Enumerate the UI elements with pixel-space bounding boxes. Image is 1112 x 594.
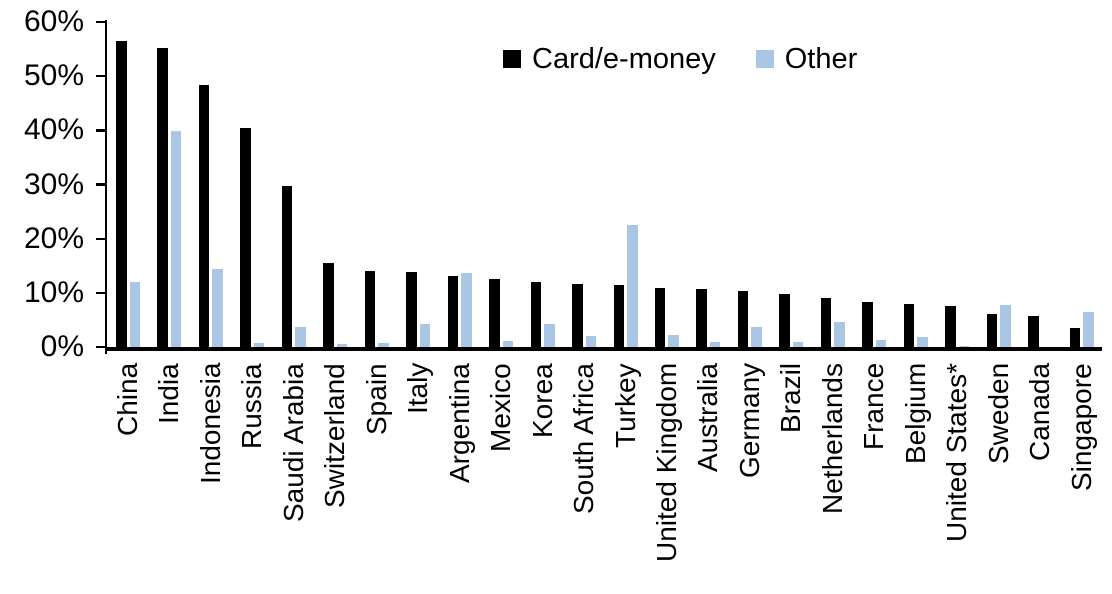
bar-card-e-money-russia xyxy=(240,127,251,348)
bar-other-korea xyxy=(544,323,555,348)
x-axis-label-saudi-arabia: Saudi Arabia xyxy=(277,363,309,522)
x-axis-label-united-states: United States* xyxy=(941,363,973,542)
bar-other-spain xyxy=(378,342,389,348)
x-axis-label-belgium: Belgium xyxy=(899,363,931,465)
bar-other-united-kingdom xyxy=(668,335,679,348)
legend-item-card-e-money: Card/e-money xyxy=(503,42,716,76)
x-axis-label-united-kingdom: United Kingdom xyxy=(650,363,682,563)
y-axis-label-40: 40% xyxy=(23,113,84,147)
y-axis-tick-20 xyxy=(96,237,106,240)
bar-other-netherlands xyxy=(834,322,845,348)
bar-card-e-money-germany xyxy=(737,290,749,348)
x-axis-label-sweden: Sweden xyxy=(982,363,1014,465)
x-axis-label-singapore: Singapore xyxy=(1065,363,1097,491)
bar-card-e-money-netherlands xyxy=(820,298,832,348)
bar-other-south-africa xyxy=(585,336,597,348)
x-axis-label-south-africa: South Africa xyxy=(568,363,600,514)
y-axis-tick-40 xyxy=(96,129,106,132)
bar-other-singapore xyxy=(1083,311,1094,348)
bar-card-e-money-switzerland xyxy=(323,263,334,348)
y-axis-label-20: 20% xyxy=(23,221,84,255)
bar-card-e-money-turkey xyxy=(613,284,624,348)
legend-label-other: Other xyxy=(784,43,858,75)
bar-card-e-money-mexico xyxy=(489,278,500,348)
bar-other-united-states xyxy=(958,346,970,348)
bar-card-e-money-indonesia xyxy=(198,85,210,348)
y-axis-tick-50 xyxy=(96,74,106,78)
x-axis-label-india: India xyxy=(153,363,185,424)
bar-other-australia xyxy=(709,342,721,348)
x-axis-label-switzerland: Switzerland xyxy=(319,363,351,508)
bar-card-e-money-india xyxy=(157,48,168,348)
bar-card-e-money-italy xyxy=(406,271,417,348)
bar-card-e-money-china xyxy=(116,41,127,348)
y-axis-tick-30 xyxy=(96,183,106,186)
bar-card-e-money-belgium xyxy=(903,304,915,348)
legend-swatch-other-icon xyxy=(755,50,774,68)
x-axis-label-australia: Australia xyxy=(692,363,724,472)
y-axis-tick-10 xyxy=(96,291,106,295)
x-axis-label-spain: Spain xyxy=(360,363,392,435)
x-axis-label-korea: Korea xyxy=(526,363,558,438)
x-axis-label-argentina: Argentina xyxy=(443,363,475,483)
bar-other-switzerland xyxy=(336,343,348,348)
bar-other-india xyxy=(170,131,182,348)
x-axis-label-france: France xyxy=(858,363,890,451)
y-axis-label-60: 60% xyxy=(23,4,84,38)
y-axis-tick-0 xyxy=(96,346,106,349)
legend-item-other: Other xyxy=(755,42,858,76)
bar-other-mexico xyxy=(502,341,514,348)
bar-other-saudi-arabia xyxy=(295,326,306,348)
bar-card-e-money-saudi-arabia xyxy=(281,185,293,348)
x-axis-label-russia: Russia xyxy=(236,363,268,449)
bar-other-turkey xyxy=(627,224,638,348)
y-axis-label-0: 0% xyxy=(40,330,84,364)
bar-card-e-money-argentina xyxy=(447,275,459,348)
x-axis-line xyxy=(104,347,1102,352)
x-axis-label-china: China xyxy=(112,363,143,437)
y-axis-line xyxy=(104,20,107,354)
bar-card-e-money-france xyxy=(862,301,873,348)
bar-other-sweden xyxy=(1000,305,1011,348)
x-axis-label-italy: Italy xyxy=(402,363,434,415)
bar-card-e-money-singapore xyxy=(1069,327,1081,348)
bar-other-france xyxy=(875,339,887,348)
bar-other-belgium xyxy=(917,336,928,348)
bar-card-e-money-united-states xyxy=(945,305,956,348)
bar-card-e-money-sweden xyxy=(986,313,998,348)
bar-other-italy xyxy=(419,323,431,348)
y-axis-label-10: 10% xyxy=(23,275,84,309)
x-axis-label-mexico: Mexico xyxy=(485,363,517,452)
legend-swatch-card-e-money-icon xyxy=(503,50,521,68)
y-axis-label-50: 50% xyxy=(23,59,84,93)
bar-other-indonesia xyxy=(212,269,223,348)
y-axis-tick-60 xyxy=(96,20,106,24)
x-axis-label-turkey: Turkey xyxy=(609,363,641,448)
chart-legend: Card/e-money Other xyxy=(503,42,857,76)
y-axis-label-30: 30% xyxy=(23,167,84,201)
x-axis-label-brazil: Brazil xyxy=(775,363,807,434)
bar-other-brazil xyxy=(792,341,804,348)
bar-card-e-money-brazil xyxy=(779,294,790,348)
bar-other-germany xyxy=(751,327,762,348)
legend-label-card-e-money: Card/e-money xyxy=(532,43,716,75)
bar-other-russia xyxy=(253,342,265,348)
bar-card-e-money-australia xyxy=(696,289,707,348)
bar-other-china xyxy=(129,281,140,348)
bar-card-e-money-united-kingdom xyxy=(654,288,666,348)
bar-other-argentina xyxy=(461,272,472,348)
bar-card-e-money-canada xyxy=(1028,316,1039,348)
x-axis-label-indonesia: Indonesia xyxy=(194,363,226,485)
bar-card-e-money-korea xyxy=(530,281,542,348)
bar-card-e-money-south-africa xyxy=(572,283,583,348)
x-axis-label-netherlands: Netherlands xyxy=(816,363,848,514)
x-axis-label-germany: Germany xyxy=(733,363,765,479)
x-axis-label-canada: Canada xyxy=(1024,363,1056,462)
bar-card-e-money-spain xyxy=(364,271,376,348)
